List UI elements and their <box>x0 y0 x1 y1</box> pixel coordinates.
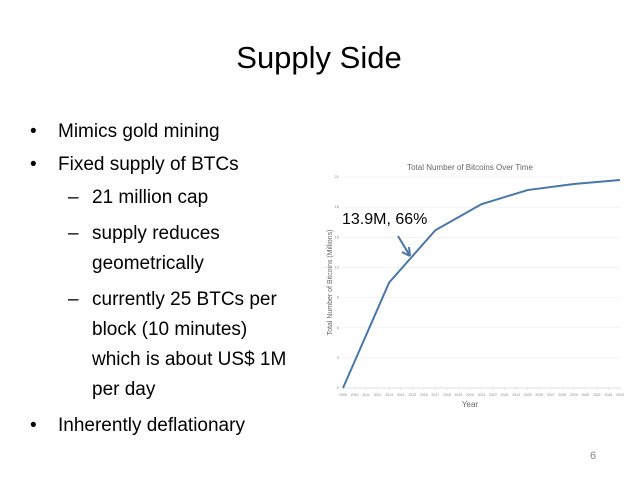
x-tick-label: 2009 <box>339 393 347 397</box>
bullet-marker: – <box>68 223 79 244</box>
y-tick-label: 21 <box>335 174 340 179</box>
x-tick-label: 2016 <box>420 393 428 397</box>
bullet-marker: – <box>68 289 79 310</box>
sub-bullet-text: 21 million cap <box>92 187 209 208</box>
bullet-marker: • <box>30 154 37 175</box>
x-tick-label: 2015 <box>408 393 416 397</box>
x-tick-label: 2014 <box>397 393 405 397</box>
bullet-marker: – <box>68 187 79 208</box>
x-tick-label: 2010 <box>351 393 359 397</box>
bullet-text: Mimics gold mining <box>58 121 220 142</box>
x-tick-label: 2033 <box>616 393 624 397</box>
y-tick-label: 9 <box>337 295 340 300</box>
x-tick-label: 2030 <box>581 393 589 397</box>
x-tick-label: 2025 <box>524 393 532 397</box>
chart-title: Total Number of Bitcoins Over Time <box>407 163 533 172</box>
x-tick-label: 2029 <box>570 393 578 397</box>
x-tick-label: 2027 <box>547 393 555 397</box>
x-tick-label: 2012 <box>374 393 382 397</box>
x-tick-label: 2018 <box>443 393 451 397</box>
x-tick-label: 2011 <box>362 393 370 397</box>
y-tick-label: 0 <box>337 385 340 390</box>
x-tick-label: 2022 <box>489 393 497 397</box>
slide-title: Supply Side <box>236 40 402 75</box>
x-tick-label: 2023 <box>501 393 509 397</box>
y-tick-label: 3 <box>337 355 340 360</box>
y-tick-label: 6 <box>337 325 340 330</box>
x-tick-label: 2017 <box>431 393 439 397</box>
bullet-marker: • <box>30 415 37 436</box>
x-axis-label: Year <box>462 400 479 409</box>
x-tick-label: 2013 <box>385 393 393 397</box>
page-number: 6 <box>590 450 597 462</box>
y-axis-label: Total Number of Bitcoins (Millions) <box>327 230 334 336</box>
x-tick-label: 2028 <box>558 393 566 397</box>
x-tick-label: 2031 <box>593 393 601 397</box>
bullet-text: Fixed supply of BTCs <box>58 154 239 175</box>
annotation: 13.9M, 66% <box>342 211 427 228</box>
x-tick-label: 2026 <box>535 393 543 397</box>
data-line <box>342 179 621 389</box>
x-tick-label: 2024 <box>512 393 520 397</box>
x-tick-label: 2032 <box>605 393 613 397</box>
y-tick-label: 15 <box>335 234 340 239</box>
sub-bullet-text: currently 25 BTCs per block (10 minutes)… <box>92 289 287 400</box>
bullet-marker: • <box>30 121 37 142</box>
y-tick-label: 12 <box>335 264 340 269</box>
annotation-arrow <box>397 235 411 257</box>
y-tick-label: 18 <box>335 204 340 209</box>
x-tick-label: 2019 <box>455 393 463 397</box>
sub-bullet-text: supply reduces geometrically <box>92 223 220 274</box>
x-tick-label: 2021 <box>478 393 486 397</box>
x-tick-label: 2020 <box>466 393 474 397</box>
bullet-text: Inherently deflationary <box>58 415 245 436</box>
